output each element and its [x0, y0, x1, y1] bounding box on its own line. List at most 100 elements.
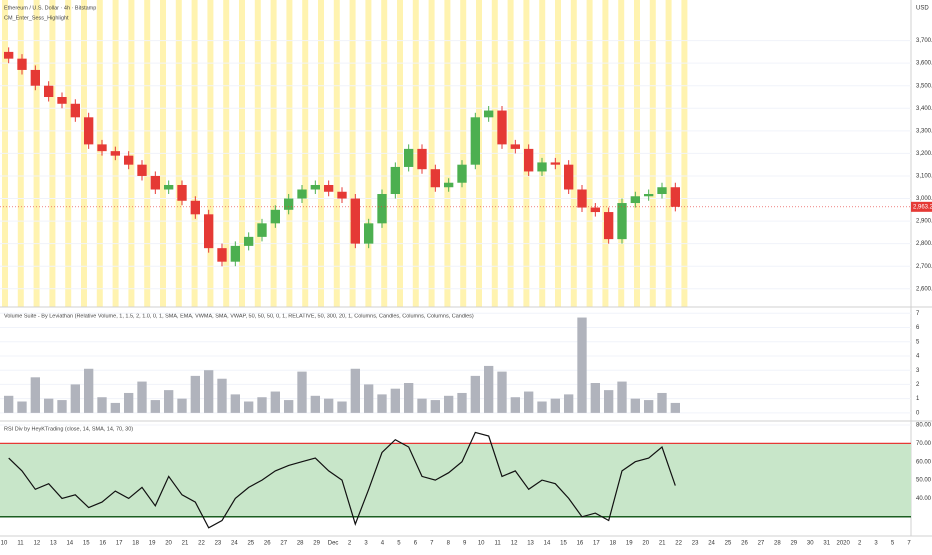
- candle-body: [84, 117, 94, 145]
- x-tick-label: 4: [381, 541, 385, 547]
- y-tick-label: 7: [916, 311, 920, 317]
- candle-body: [604, 212, 614, 240]
- candle-body: [537, 162, 547, 172]
- y-tick-label: 3,000.0: [916, 196, 932, 202]
- x-tick-label: 9: [463, 541, 467, 547]
- candle-body: [577, 189, 587, 208]
- volume-bar: [190, 375, 200, 413]
- volume-bar: [164, 390, 174, 413]
- indicator-title: CM_Enter_Sess_Highlight: [4, 15, 69, 21]
- volume-bar: [497, 371, 507, 413]
- candle-body: [617, 203, 627, 240]
- y-tick-label: 3,400.0: [916, 106, 932, 112]
- volume-bar: [84, 368, 94, 413]
- candle-body: [350, 198, 360, 244]
- x-tick-label: 25: [725, 541, 732, 547]
- volume-bar: [310, 395, 320, 413]
- y-tick-label: 6: [916, 325, 920, 331]
- x-tick-label: 21: [182, 541, 189, 547]
- candle-body: [404, 148, 414, 167]
- volume-bar: [564, 394, 574, 413]
- volume-bar: [377, 394, 387, 413]
- x-tick-label: 28: [297, 541, 304, 547]
- candle-body: [124, 155, 134, 165]
- candle-body: [44, 85, 54, 98]
- chart-title: Ethereum / U.S. Dollar · 4h · Bitstamp: [4, 5, 96, 11]
- candle-body: [550, 162, 560, 165]
- candle-body: [270, 209, 280, 224]
- volume-bar: [137, 381, 147, 413]
- x-tick-label: 31: [823, 541, 830, 547]
- candle-body: [297, 189, 307, 199]
- x-tick-label: 8: [447, 541, 451, 547]
- volume-bar: [657, 392, 667, 413]
- rsi-band: [0, 443, 911, 517]
- volume-bar: [124, 392, 134, 413]
- volume-bar: [44, 398, 54, 413]
- indicator-title: Volume Suite - By Leviathan (Relative Vo…: [4, 313, 474, 319]
- candle-body: [4, 51, 14, 59]
- volume-bar: [510, 397, 520, 413]
- volume-bar: [390, 388, 400, 413]
- candle-body: [670, 187, 680, 207]
- x-tick-label: 30: [807, 541, 814, 547]
- volume-bar: [337, 401, 347, 413]
- x-tick-label: 2: [348, 541, 352, 547]
- volume-bar: [270, 391, 280, 413]
- x-tick-label: 13: [527, 541, 534, 547]
- candle-body: [497, 110, 507, 145]
- x-tick-label: 12: [34, 541, 41, 547]
- y-tick-label: 2,700.0: [916, 264, 932, 270]
- volume-bar: [577, 317, 587, 413]
- candle-body: [217, 248, 227, 262]
- x-tick-label: 11: [495, 541, 502, 547]
- x-tick-label: 24: [708, 541, 715, 547]
- volume-bar: [630, 398, 640, 413]
- candle-body: [644, 194, 654, 197]
- x-tick-label: 22: [675, 541, 682, 547]
- volume-bar: [364, 384, 374, 413]
- x-tick-label: 2: [858, 541, 862, 547]
- volume-bar: [524, 391, 534, 413]
- x-tick-label: 19: [149, 541, 156, 547]
- x-tick-label: 22: [198, 541, 205, 547]
- candle-body: [510, 144, 520, 149]
- x-tick-label: 20: [642, 541, 649, 547]
- x-tick-label: 16: [99, 541, 106, 547]
- x-tick-label: 23: [215, 541, 222, 547]
- y-tick-label: 1: [916, 396, 920, 402]
- rsi-line: [8, 431, 676, 529]
- x-tick-label: 23: [692, 541, 699, 547]
- candle-body: [657, 187, 667, 195]
- candle-body: [524, 148, 534, 172]
- candle-body: [230, 245, 240, 262]
- x-tick-label: 29: [790, 541, 797, 547]
- volume-bar: [457, 392, 467, 413]
- x-tick-label: Dec: [328, 541, 339, 547]
- y-tick-label: 70.00: [916, 441, 932, 447]
- x-tick-label: 17: [116, 541, 123, 547]
- x-tick-label: 15: [560, 541, 567, 547]
- x-tick-label: 12: [511, 541, 518, 547]
- x-tick-label: 15: [83, 541, 90, 547]
- volume-bar: [444, 395, 454, 413]
- x-tick-label: 14: [544, 541, 551, 547]
- x-tick-label: 18: [132, 541, 139, 547]
- candle-body: [630, 196, 640, 204]
- x-tick-label: 25: [247, 541, 254, 547]
- x-tick-label: 27: [758, 541, 765, 547]
- x-tick-label: 16: [577, 541, 584, 547]
- volume-bar: [284, 400, 294, 413]
- y-tick-label: 3,600.0: [916, 61, 932, 67]
- volume-bar: [97, 397, 107, 413]
- candle-body: [97, 144, 107, 152]
- x-tick-label: 3: [874, 541, 878, 547]
- x-tick-label: 27: [280, 541, 287, 547]
- volume-bar: [297, 371, 307, 413]
- x-tick-label: 29: [313, 541, 320, 547]
- volume-bar: [4, 395, 14, 413]
- candle-body: [244, 236, 254, 246]
- x-tick-label: 11: [17, 541, 24, 547]
